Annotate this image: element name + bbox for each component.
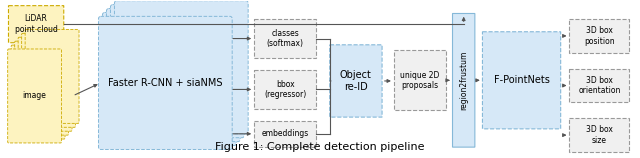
Text: Object
re-ID: Object re-ID bbox=[340, 70, 372, 92]
FancyBboxPatch shape bbox=[8, 6, 64, 43]
Text: region2frustum: region2frustum bbox=[459, 51, 468, 110]
FancyBboxPatch shape bbox=[570, 19, 629, 53]
FancyBboxPatch shape bbox=[254, 121, 316, 147]
Text: 3D box
orientation: 3D box orientation bbox=[578, 76, 621, 95]
FancyBboxPatch shape bbox=[102, 12, 236, 146]
Text: Faster R-CNN + siaNMS: Faster R-CNN + siaNMS bbox=[108, 78, 223, 88]
FancyBboxPatch shape bbox=[483, 32, 561, 129]
FancyBboxPatch shape bbox=[8, 49, 61, 143]
FancyBboxPatch shape bbox=[394, 50, 445, 110]
FancyBboxPatch shape bbox=[254, 70, 316, 109]
Text: F-PointNets: F-PointNets bbox=[493, 75, 550, 85]
Text: 3D box
size: 3D box size bbox=[586, 125, 613, 145]
FancyBboxPatch shape bbox=[11, 45, 65, 139]
Text: unique 2D
proposals: unique 2D proposals bbox=[400, 71, 440, 90]
Text: classes
(softmax): classes (softmax) bbox=[267, 29, 303, 48]
FancyBboxPatch shape bbox=[25, 29, 79, 123]
FancyBboxPatch shape bbox=[111, 5, 244, 138]
FancyBboxPatch shape bbox=[330, 45, 382, 117]
FancyBboxPatch shape bbox=[570, 69, 629, 103]
Text: Figure 1: Complete detection pipeline: Figure 1: Complete detection pipeline bbox=[215, 142, 425, 152]
FancyBboxPatch shape bbox=[106, 9, 240, 142]
FancyBboxPatch shape bbox=[18, 37, 72, 131]
FancyBboxPatch shape bbox=[99, 16, 232, 149]
Text: image: image bbox=[22, 91, 47, 100]
Text: LiDAR
point cloud: LiDAR point cloud bbox=[15, 15, 58, 34]
FancyBboxPatch shape bbox=[115, 1, 248, 134]
Text: 3D box
position: 3D box position bbox=[584, 26, 614, 46]
FancyBboxPatch shape bbox=[570, 118, 629, 152]
FancyBboxPatch shape bbox=[452, 13, 475, 147]
Text: embeddings: embeddings bbox=[262, 129, 308, 138]
Text: bbox
(regressor): bbox (regressor) bbox=[264, 80, 306, 99]
FancyBboxPatch shape bbox=[254, 19, 316, 58]
FancyBboxPatch shape bbox=[22, 33, 76, 127]
FancyBboxPatch shape bbox=[15, 41, 68, 135]
